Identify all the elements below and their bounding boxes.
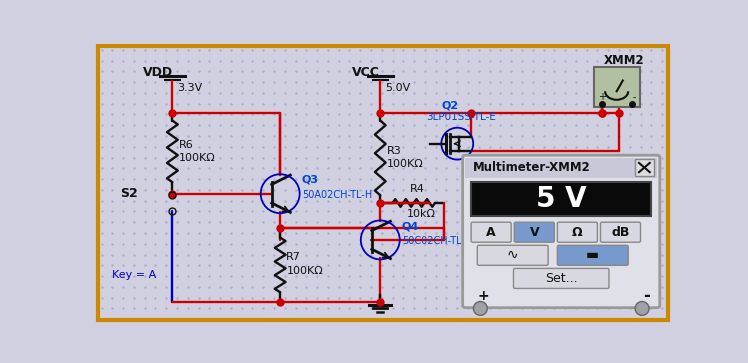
Text: Set...: Set...	[545, 272, 577, 285]
Text: 10kΩ: 10kΩ	[407, 209, 436, 219]
Text: Q3: Q3	[301, 175, 319, 185]
FancyBboxPatch shape	[557, 222, 598, 242]
Text: 5 V: 5 V	[536, 185, 586, 213]
FancyBboxPatch shape	[477, 245, 548, 265]
FancyBboxPatch shape	[471, 222, 511, 242]
FancyBboxPatch shape	[463, 155, 660, 308]
FancyBboxPatch shape	[471, 182, 652, 216]
Text: Q4: Q4	[402, 221, 419, 231]
FancyBboxPatch shape	[594, 68, 640, 107]
Text: V: V	[530, 226, 539, 239]
Text: 3.3V: 3.3V	[177, 83, 202, 93]
Text: 100KΩ: 100KΩ	[286, 266, 323, 276]
Text: +: +	[598, 92, 606, 102]
Text: R7: R7	[286, 252, 301, 262]
Text: 50C02CH-TL-E: 50C02CH-TL-E	[402, 236, 471, 246]
FancyBboxPatch shape	[557, 245, 628, 265]
Text: 3LP01SS-TL-E: 3LP01SS-TL-E	[426, 112, 497, 122]
FancyBboxPatch shape	[515, 222, 554, 242]
Text: +: +	[477, 289, 489, 303]
Circle shape	[635, 302, 649, 315]
Text: Ω: Ω	[572, 226, 583, 239]
Text: 50A02CH-TL-H: 50A02CH-TL-H	[301, 190, 372, 200]
FancyBboxPatch shape	[601, 222, 640, 242]
Text: ∿: ∿	[507, 248, 518, 262]
FancyBboxPatch shape	[635, 159, 654, 176]
Text: ▬: ▬	[586, 248, 599, 262]
Text: 100KΩ: 100KΩ	[387, 159, 423, 169]
Text: VDD: VDD	[143, 66, 174, 79]
Circle shape	[473, 302, 487, 315]
Text: -: -	[633, 92, 637, 102]
Text: S2: S2	[120, 187, 138, 200]
Text: XMM2: XMM2	[604, 54, 644, 67]
Text: 5.0V: 5.0V	[385, 83, 410, 93]
Text: R6: R6	[179, 140, 193, 150]
Text: Multimeter-XMM2: Multimeter-XMM2	[473, 161, 590, 174]
FancyBboxPatch shape	[465, 158, 657, 178]
Text: Q2: Q2	[442, 100, 459, 110]
Text: R4: R4	[410, 184, 424, 194]
Text: R3: R3	[387, 146, 401, 156]
Text: -: -	[643, 287, 651, 305]
Text: VCC: VCC	[352, 66, 380, 79]
FancyBboxPatch shape	[513, 268, 609, 289]
Text: Key = A: Key = A	[112, 270, 156, 280]
Text: A: A	[486, 226, 496, 239]
Text: 100KΩ: 100KΩ	[179, 152, 215, 163]
Text: dB: dB	[611, 226, 630, 239]
